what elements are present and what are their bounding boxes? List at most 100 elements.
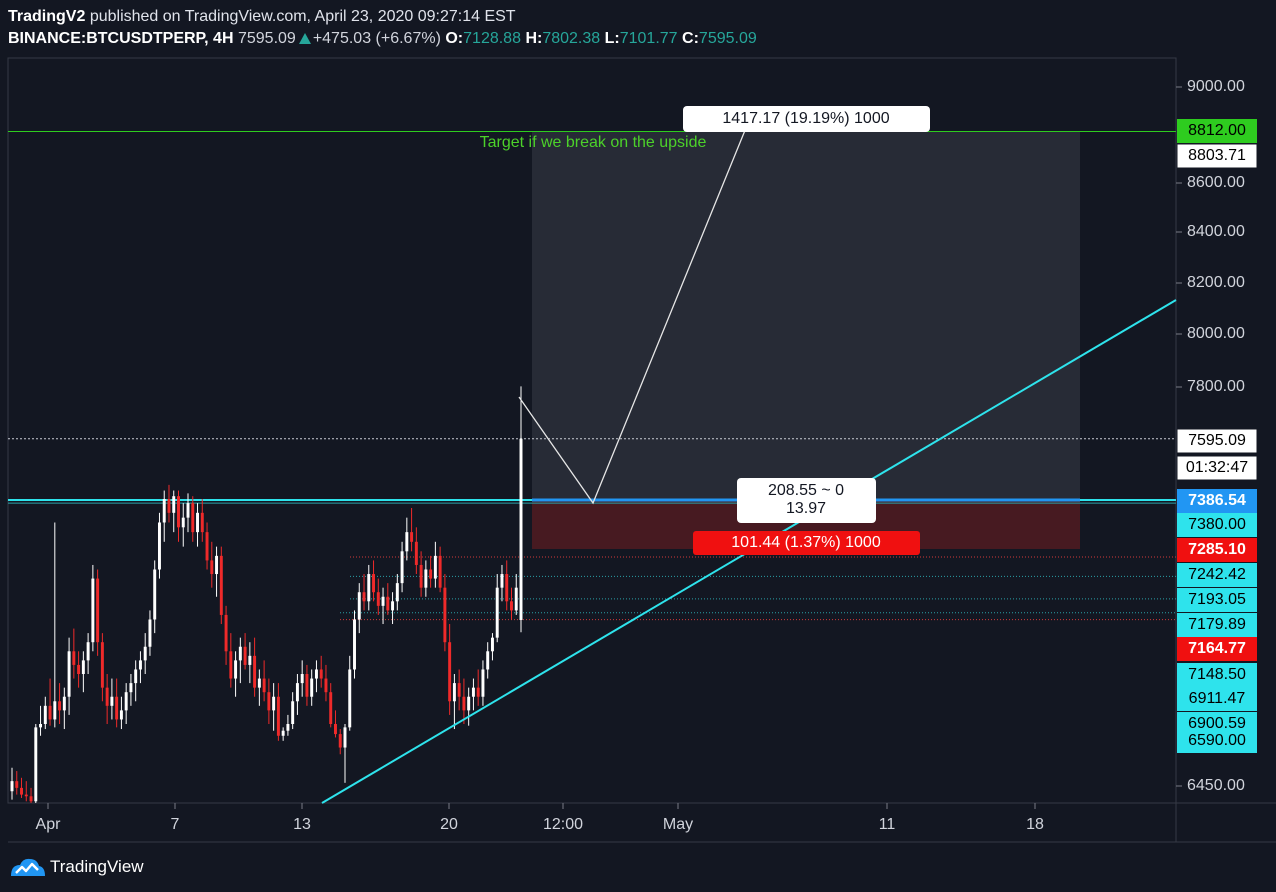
candle — [514, 574, 518, 615]
candle — [39, 705, 43, 736]
candle-body — [310, 678, 314, 697]
price-axis-label: 6911.47 — [1177, 687, 1257, 711]
candle-body — [43, 705, 47, 724]
candle — [138, 651, 142, 684]
candle-body — [510, 601, 513, 611]
candle — [338, 729, 342, 755]
candle-body — [424, 569, 428, 588]
publisher-name[interactable]: TradingV2 — [8, 8, 86, 25]
candle — [329, 683, 333, 728]
tradingview-footer[interactable]: TradingView — [10, 852, 144, 882]
candle — [191, 496, 195, 542]
candle-body — [295, 683, 299, 702]
candle-body — [462, 696, 466, 711]
candle-body — [438, 555, 442, 588]
stop-label: 101.44 (1.37%) 1000 — [731, 534, 881, 551]
candle-body — [262, 678, 266, 693]
candle-body — [357, 592, 361, 620]
open-label: O: — [445, 30, 464, 47]
candle-body — [58, 701, 62, 711]
candle-body — [162, 499, 166, 523]
candle-body — [105, 687, 109, 706]
price-axis-label-bg — [1177, 729, 1257, 753]
candle-body — [343, 727, 347, 748]
candle — [34, 724, 38, 803]
candle — [391, 592, 395, 625]
price-axis-label-text: 7285.10 — [1188, 541, 1246, 558]
candle — [77, 651, 81, 688]
candle — [362, 574, 366, 611]
price-axis-label: 7179.89 — [1177, 613, 1257, 637]
candle — [452, 674, 456, 730]
candle — [410, 507, 414, 552]
candle-body — [181, 517, 185, 528]
price-axis-label-bg — [1176, 455, 1258, 481]
candle-body — [77, 664, 81, 675]
price-axis-label-text: 6900.59 — [1188, 715, 1246, 732]
candle — [353, 610, 356, 679]
candle — [196, 503, 199, 547]
candle-body — [248, 655, 252, 665]
candle — [433, 541, 437, 588]
candle — [367, 564, 371, 611]
candle — [314, 660, 318, 693]
candle — [243, 633, 247, 670]
candle — [115, 678, 119, 728]
target-zone — [532, 131, 1080, 500]
ratio-box — [737, 478, 876, 523]
y-tick-label: 9000.00 — [1187, 78, 1245, 95]
high-label: H: — [525, 30, 543, 47]
candle-body — [367, 574, 371, 602]
candle — [215, 546, 219, 597]
candle-body — [167, 499, 171, 513]
candle — [386, 583, 390, 615]
candle — [24, 781, 28, 802]
candle-body — [200, 512, 204, 533]
candle — [476, 669, 480, 706]
candle-body — [410, 532, 414, 542]
candle — [324, 664, 328, 702]
candle — [467, 687, 471, 726]
candle-body — [29, 796, 33, 802]
candle-body — [205, 532, 209, 561]
price-axis-label-bg — [1177, 563, 1257, 587]
candle-body — [400, 551, 404, 584]
candle-body — [448, 642, 452, 702]
candle-body — [429, 569, 433, 579]
candle — [229, 633, 233, 688]
price-axis-label-bg — [1177, 513, 1257, 537]
candle — [200, 499, 204, 542]
x-tick-label: 12:00 — [543, 816, 583, 833]
price-change: +475.03 (+6.67%) — [312, 30, 441, 47]
candle-body — [276, 696, 280, 736]
price-axis-label: 8803.71 — [1176, 143, 1258, 169]
candle-body — [362, 592, 366, 602]
candle — [376, 578, 380, 615]
candle-body — [129, 683, 133, 693]
tradingview-brand: TradingView — [50, 857, 144, 876]
price-axis-label-bg — [1177, 489, 1257, 513]
candle — [124, 683, 128, 724]
candle-body — [353, 619, 356, 670]
candle — [134, 660, 138, 702]
low-value: 7101.77 — [619, 30, 678, 47]
price-axis-label-bg — [1177, 613, 1257, 637]
x-tick-label: 20 — [440, 816, 458, 833]
candle — [224, 605, 228, 665]
projection-path — [518, 122, 749, 505]
candle-body — [157, 522, 161, 570]
candle-body — [224, 614, 228, 652]
candle — [10, 767, 14, 800]
candle-body — [324, 678, 328, 693]
candle-body — [243, 646, 247, 665]
candle-body — [39, 724, 43, 728]
candle-body — [24, 794, 28, 797]
candle — [348, 655, 352, 731]
close-label: C: — [682, 30, 699, 47]
candle — [291, 692, 295, 730]
candle — [210, 541, 214, 588]
candle-body — [490, 637, 494, 652]
candle — [162, 490, 166, 542]
candle-body — [91, 578, 95, 643]
